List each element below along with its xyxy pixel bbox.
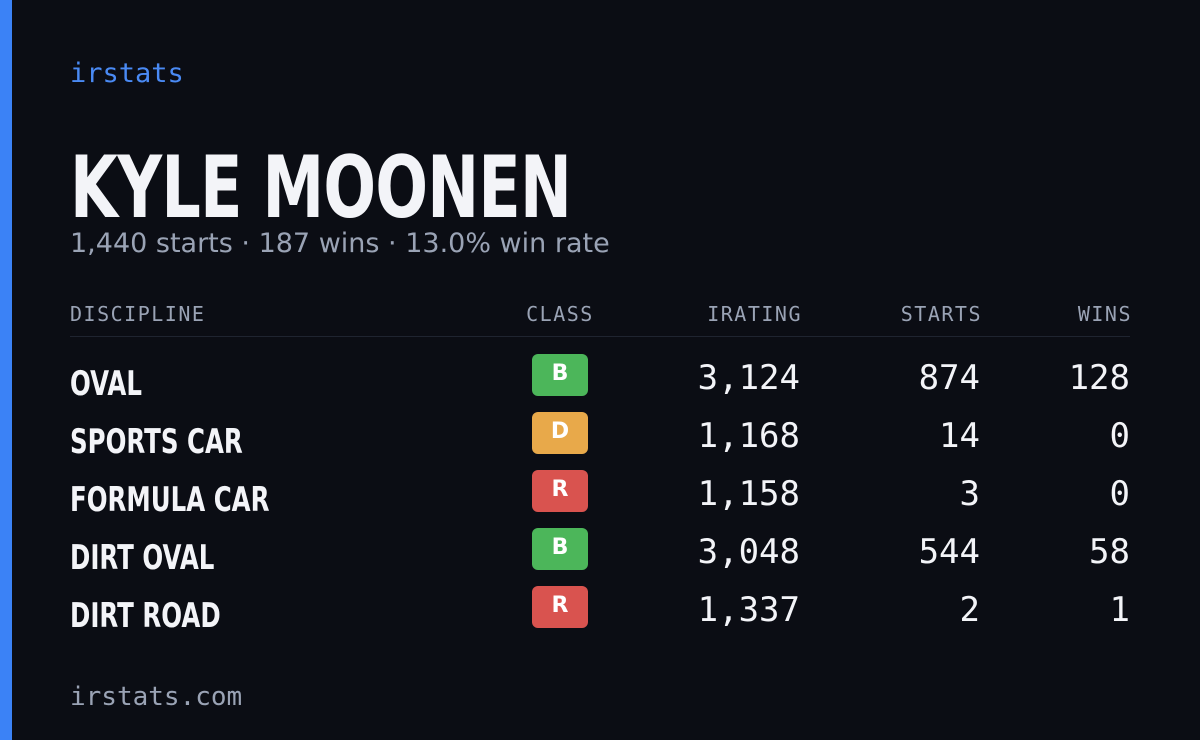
class-badge: D — [532, 412, 588, 454]
class-badge: R — [532, 586, 588, 628]
brand: irstats — [70, 58, 184, 89]
player-name: KYLE MOONEN — [70, 138, 572, 238]
column-header: IRATING — [707, 302, 802, 326]
discipline: DIRT OVAL — [70, 538, 215, 578]
starts: 3 — [959, 474, 980, 514]
wins: 0 — [1109, 416, 1130, 456]
starts: 2 — [959, 590, 980, 630]
starts: 544 — [918, 532, 980, 572]
column-header: WINS — [1077, 302, 1132, 326]
discipline: DIRT ROAD — [70, 596, 221, 636]
column-header: DISCIPLINE — [70, 302, 206, 326]
starts: 874 — [918, 358, 980, 398]
footer: irstats.com — [70, 682, 243, 712]
discipline: SPORTS CAR — [70, 422, 243, 462]
wins: 58 — [1089, 532, 1130, 572]
wins: 1 — [1109, 590, 1130, 630]
irating: 1,158 — [697, 474, 800, 514]
wins: 0 — [1109, 474, 1130, 514]
discipline: OVAL — [70, 364, 142, 404]
class-badge: B — [532, 528, 588, 570]
discipline: FORMULA CAR — [70, 480, 270, 520]
summary: 1,440 starts · 187 wins · 13.0% win rate — [70, 228, 610, 259]
starts: 14 — [939, 416, 980, 456]
irating: 3,124 — [697, 358, 800, 398]
irating: 1,168 — [697, 416, 800, 456]
column-header: STARTS — [900, 302, 982, 326]
header-rule — [70, 336, 1130, 337]
wins: 128 — [1068, 358, 1130, 398]
column-header: CLASS — [526, 302, 594, 326]
irating: 3,048 — [697, 532, 800, 572]
accent-bar — [0, 0, 12, 740]
irating: 1,337 — [697, 590, 800, 630]
class-badge: R — [532, 470, 588, 512]
class-badge: B — [532, 354, 588, 396]
